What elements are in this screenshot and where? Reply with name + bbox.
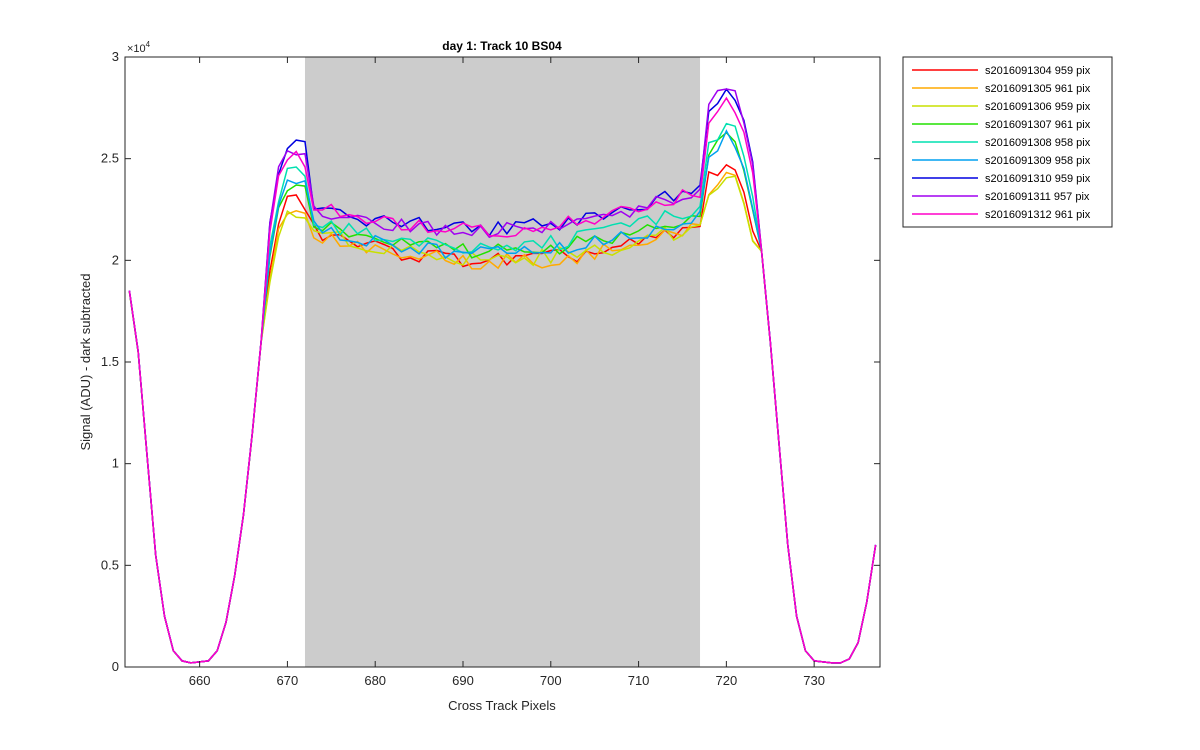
x-tick-label: 700 (540, 673, 562, 688)
y-tick-label: 0 (112, 659, 119, 674)
legend-label-9: s2016091312 961 pix (985, 209, 1091, 221)
series-line-9 (128, 96, 877, 664)
x-tick-label: 710 (628, 673, 650, 688)
x-tick-label: 730 (803, 673, 825, 688)
shaded-region (304, 57, 701, 667)
y-tick-label: 3 (112, 49, 119, 64)
legend-label-8: s2016091311 957 pix (985, 191, 1090, 203)
tick-layer: 660 670 680 690 700 710 720 730 0 0.5 1 1.5 2 2.5 3 (101, 49, 880, 688)
y-tick-label: 0.5 (101, 557, 119, 572)
y-axis-label: Signal (ADU) - dark subtracted (78, 273, 93, 450)
chart-title: day 1: Track 10 BS04 (442, 39, 562, 53)
x-tick-label: 680 (364, 673, 386, 688)
y-tick-label: 2 (112, 252, 119, 267)
x-tick-label: 690 (452, 673, 474, 688)
legend-label-1: s2016091304 959 pix (985, 65, 1091, 77)
y-tick-label: 2.5 (101, 151, 119, 166)
x-axis-label: Cross Track Pixels (448, 698, 556, 713)
y-tick-label: 1 (112, 456, 119, 471)
series-layer (128, 87, 877, 664)
legend-label-6: s2016091309 958 pix (985, 155, 1091, 167)
y-exponent-label: ×104 (127, 40, 151, 55)
x-tick-label: 720 (716, 673, 738, 688)
legend: s2016091304 959 pix s2016091305 961 pix s2… (902, 56, 1113, 228)
y-tick-label: 1.5 (101, 354, 119, 369)
legend-label-5: s2016091308 958 pix (985, 137, 1091, 149)
x-tick-label: 670 (277, 673, 299, 688)
legend-label-4: s2016091307 961 pix (985, 119, 1091, 131)
legend-label-3: s2016091306 959 pix (985, 101, 1091, 113)
legend-label-2: s2016091305 961 pix (985, 83, 1091, 95)
legend-items: s2016091304 959 pix s2016091305 961 pix s2… (912, 65, 1091, 221)
x-tick-label: 660 (189, 673, 211, 688)
legend-label-7: s2016091310 959 pix (985, 173, 1091, 185)
